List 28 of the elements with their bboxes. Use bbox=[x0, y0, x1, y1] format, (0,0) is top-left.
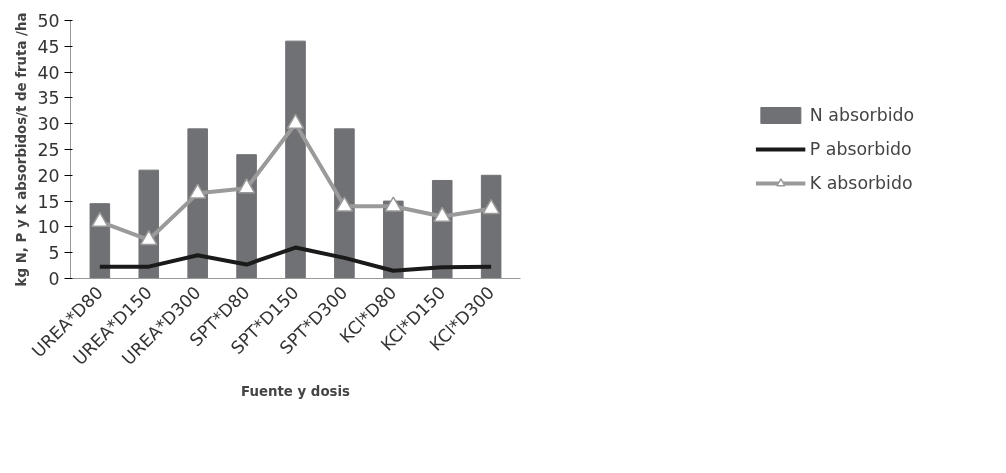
y-tick-label: 45 bbox=[37, 36, 60, 57]
point bbox=[433, 206, 451, 222]
point bbox=[335, 196, 354, 212]
point bbox=[384, 196, 403, 212]
bar bbox=[480, 174, 502, 279]
legend-label: P absorbido bbox=[809, 139, 912, 159]
y-tick-label: 25 bbox=[37, 140, 60, 160]
y-tick-label: 50 bbox=[37, 11, 60, 31]
y-tick-label: 10 bbox=[37, 217, 60, 238]
y-tick-label: 0 bbox=[48, 269, 60, 289]
point bbox=[140, 229, 158, 246]
y-tick-label: 40 bbox=[37, 62, 60, 83]
y-tick-label: 15 bbox=[37, 191, 60, 212]
line-series bbox=[97, 245, 494, 273]
y-tick-label: 30 bbox=[37, 114, 60, 135]
y-axis-title: kg N, P y K absorbidos/t de fruta /ha bbox=[14, 12, 30, 287]
point bbox=[482, 198, 500, 215]
legend-label: K absorbido bbox=[809, 173, 913, 193]
point bbox=[188, 183, 207, 199]
y-tick-label: 5 bbox=[48, 243, 60, 264]
x-axis-title: Fuente y dosis bbox=[241, 384, 351, 400]
point bbox=[91, 211, 109, 228]
point bbox=[237, 178, 256, 194]
legend-label: N absorbido bbox=[809, 105, 915, 125]
y-tick-label: 20 bbox=[37, 165, 60, 186]
bar bbox=[285, 40, 306, 279]
y-tick-label: 35 bbox=[37, 88, 60, 109]
point bbox=[286, 113, 305, 130]
